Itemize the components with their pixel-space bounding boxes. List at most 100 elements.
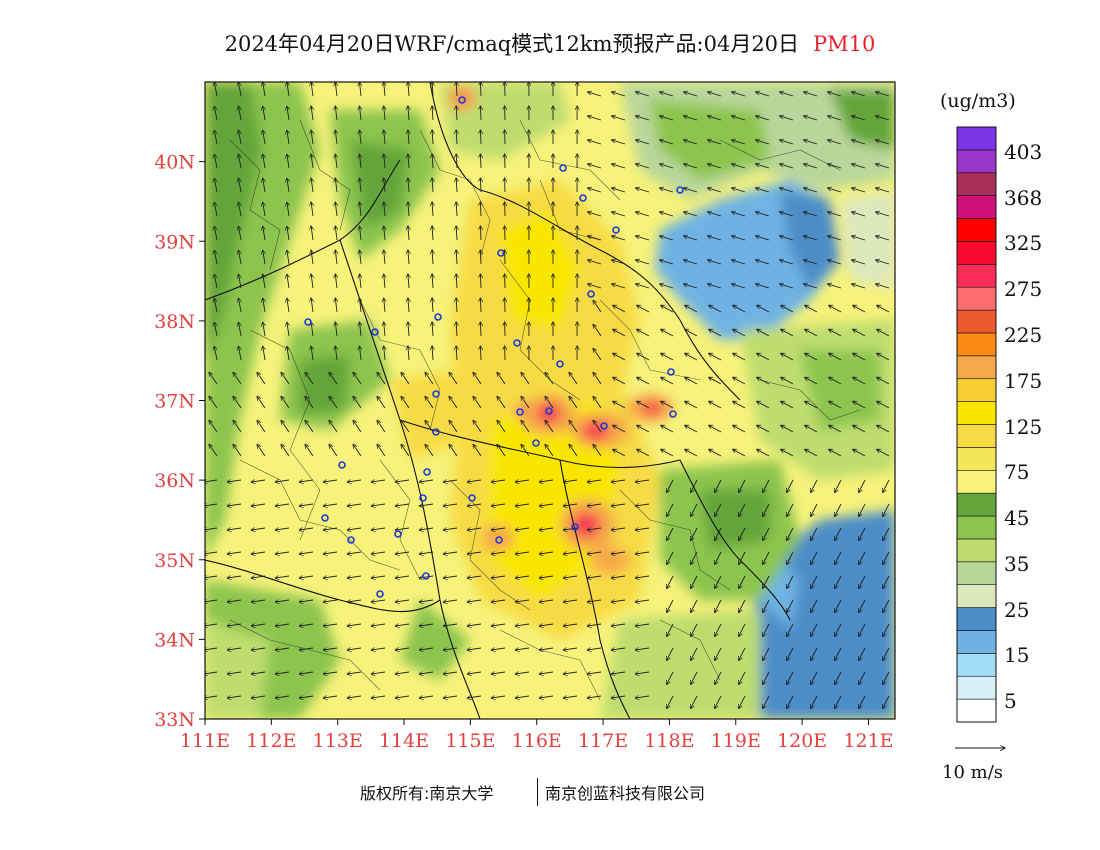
wind-arrow — [491, 624, 506, 626]
wind-arrow — [467, 600, 482, 602]
wind-arrow — [287, 154, 289, 169]
wind-arrow — [515, 648, 530, 650]
wind-arrow — [408, 154, 409, 169]
wind-arrow — [563, 480, 578, 482]
wind-arrow — [456, 178, 457, 193]
wind-arrow — [828, 140, 842, 145]
wind-arrow — [545, 420, 554, 433]
wind-arrow — [227, 480, 242, 482]
wind-arrow — [287, 130, 289, 145]
wind-arrow — [587, 648, 602, 650]
wind-arrow — [636, 284, 650, 289]
wind-arrow — [311, 202, 313, 217]
wind-arrow — [636, 164, 650, 169]
wind-arrow — [209, 396, 218, 409]
wind-arrow — [371, 576, 386, 578]
wind-arrow — [480, 178, 481, 193]
wind-arrow — [853, 401, 866, 409]
wind-arrow — [828, 284, 842, 289]
wind-arrow — [275, 648, 290, 650]
chart-title: 2024年04月20日WRF/cmaq模式12km预报产品:04月20日 PM10 — [0, 28, 1100, 58]
wind-arrow — [563, 552, 578, 554]
wind-arrow — [432, 274, 433, 289]
wind-arrow — [281, 372, 290, 385]
wind-arrow — [685, 401, 698, 409]
wind-arrow — [732, 284, 746, 289]
wind-arrow — [828, 116, 842, 121]
wind-arrow — [491, 528, 506, 530]
wind-arrow — [360, 202, 362, 217]
wind-arrow — [263, 106, 265, 121]
wind-arrow — [811, 599, 818, 613]
wind-arrow — [227, 696, 242, 698]
wind-arrow — [859, 647, 866, 661]
colorbar-label: 368 — [1004, 185, 1043, 210]
wind-arrow — [305, 396, 314, 409]
wind-arrow — [708, 188, 722, 193]
wind-arrow — [275, 504, 290, 506]
wind-arrow — [635, 480, 650, 482]
wind-arrow — [715, 599, 722, 613]
wind-arrow — [732, 164, 746, 169]
lat-tick-label: 39N — [154, 231, 195, 253]
colorbar-swatch — [956, 264, 997, 288]
wind-arrow — [456, 346, 457, 361]
wind-arrow — [588, 260, 602, 265]
wind-arrow — [739, 623, 746, 637]
wind-arrow — [588, 92, 602, 97]
wind-arrow — [347, 504, 362, 506]
wind-arrow — [667, 695, 674, 709]
wind-arrow — [612, 92, 626, 97]
wind-arrow — [708, 164, 722, 169]
wind-arrow — [757, 377, 770, 385]
wind-arrow — [805, 353, 818, 361]
wind-arrow — [456, 274, 457, 289]
colorbar-label: 75 — [1004, 460, 1030, 485]
wind-arrow — [377, 396, 386, 409]
wind-arrow — [408, 274, 409, 289]
wind-arrow — [667, 527, 674, 541]
wind-arrow — [467, 576, 482, 578]
wind-arrow — [275, 624, 290, 626]
wind-arrow — [563, 504, 578, 506]
wind-arrow — [613, 449, 626, 457]
wind-arrow — [661, 449, 674, 457]
wind-arrow — [739, 647, 746, 661]
wind-arrow — [491, 576, 506, 578]
colorbar-swatch — [956, 653, 997, 677]
wind-arrow — [480, 226, 481, 241]
wind-arrow — [467, 624, 482, 626]
wind-arrow — [408, 202, 409, 217]
wind-arrow — [515, 480, 530, 482]
wind-arrow — [691, 695, 698, 709]
wind-arrow — [667, 479, 674, 493]
wind-arrow — [780, 212, 794, 217]
wind-arrow — [251, 648, 266, 650]
wind-arrow — [635, 624, 650, 626]
wind-arrow — [419, 696, 434, 698]
wind-arrow — [805, 449, 818, 457]
wind-arrow — [347, 600, 362, 602]
wind-arrow — [853, 353, 866, 361]
colorbar-swatch — [956, 538, 997, 563]
wind-arrow — [299, 576, 314, 578]
colorbar-swatch — [956, 698, 997, 723]
wind-arrow — [432, 82, 433, 97]
colorbar-label: 125 — [1004, 414, 1043, 439]
wind-arrow — [684, 116, 698, 121]
wind-arrow — [708, 140, 722, 145]
colorbar-label: 45 — [1004, 506, 1030, 531]
wind-arrow — [287, 82, 289, 97]
wind-arrow — [859, 527, 866, 541]
wind-arrow — [804, 164, 818, 169]
wind-arrow — [636, 188, 650, 193]
wind-arrow — [384, 322, 385, 337]
wind-arrow — [287, 178, 289, 193]
wind-arrow — [287, 106, 289, 121]
wind-arrow — [612, 236, 626, 241]
city-marker — [513, 339, 521, 347]
wind-arrow — [377, 444, 386, 457]
wind-arrow — [384, 130, 385, 145]
wind-arrow — [715, 503, 722, 517]
wind-arrow — [456, 130, 457, 145]
